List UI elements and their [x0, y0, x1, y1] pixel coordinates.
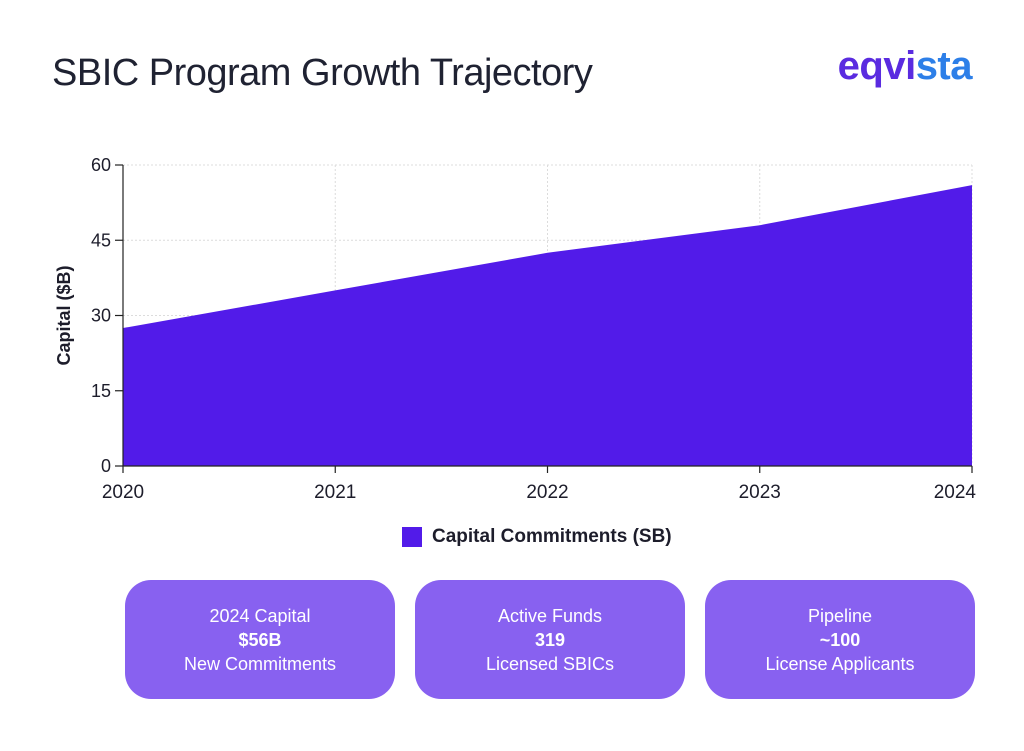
stat-cards: 2024 Capital $56B New Commitments Active…	[125, 580, 975, 699]
area-chart: 0 15 30 45 60 2020 2021 2022 2023 2024 Capital ($…	[54, 155, 976, 503]
legend-swatch	[402, 527, 422, 547]
stat-card-value: 319	[534, 629, 566, 650]
stat-card-title: Active Funds	[497, 605, 603, 626]
x-tick-label: 2024	[934, 482, 977, 503]
y-tick-label: 60	[91, 155, 111, 175]
stat-card-title: 2024 Capital	[209, 605, 311, 626]
stat-card-subtitle: License Applicants	[765, 653, 915, 674]
page-title: SBIC Program Growth Trajectory	[52, 52, 593, 94]
y-axis-label: Capital ($B)	[54, 265, 74, 365]
y-tick-label: 30	[91, 306, 111, 326]
stat-card-value: $56B	[238, 629, 282, 650]
x-tick-label: 2021	[314, 482, 356, 503]
x-tick-label: 2022	[526, 482, 568, 503]
stat-card-subtitle: New Commitments	[183, 653, 337, 674]
y-tick-label: 15	[91, 381, 111, 401]
y-tick-label: 45	[91, 230, 111, 250]
stat-card-active-funds: Active Funds 319 Licensed SBICs	[415, 580, 685, 699]
x-tick-label: 2023	[739, 482, 781, 503]
chart-legend: Capital Commitments (SB)	[402, 526, 672, 548]
stat-card-subtitle: Licensed SBICs	[485, 653, 615, 674]
eqvista-logo-icon: eqvista	[837, 44, 973, 88]
stat-card-pipeline: Pipeline ~100 License Applicants	[705, 580, 975, 699]
stat-card-value: ~100	[819, 629, 861, 650]
legend-label: Capital Commitments (SB)	[432, 526, 672, 547]
series-area-capital-commitments	[123, 185, 972, 467]
y-tick-label: 0	[101, 456, 111, 476]
stat-card-title: Pipeline	[807, 605, 873, 626]
x-tick-label: 2020	[102, 482, 144, 503]
stat-card-capital: 2024 Capital $56B New Commitments	[125, 580, 395, 699]
chart-axes: 0 15 30 45 60 2020 2021 2022 2023 2024	[91, 155, 976, 503]
